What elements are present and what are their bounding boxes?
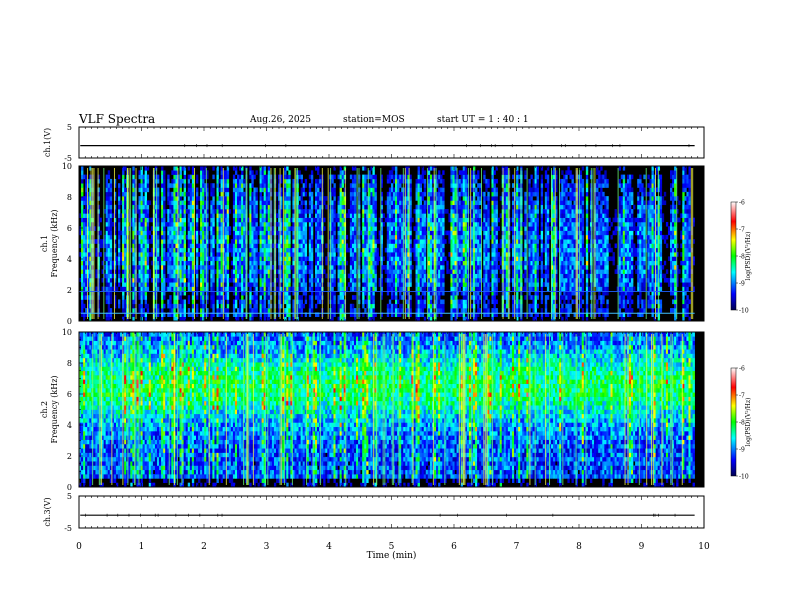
colorbar — [730, 367, 737, 477]
start-time-label: start UT = 1 : 40 : 1 — [437, 115, 529, 125]
x-tick-label: 10 — [698, 542, 710, 552]
chart-title: VLF Spectra — [79, 112, 156, 126]
y-tick-label: 10 — [62, 162, 72, 171]
colorbar-label: log(PSD)(V²/Hz) — [745, 398, 752, 447]
colorbar-tick-label: -6 — [739, 366, 745, 373]
colorbar-tick-label: -8 — [739, 254, 745, 261]
x-tick-label: 1 — [139, 542, 145, 552]
colorbar-tick-label: -9 — [739, 281, 745, 288]
x-axis-label: Time (min) — [367, 550, 417, 561]
y-axis-label: Frequency (kHz) — [50, 209, 59, 277]
colorbar-tick-label: -7 — [739, 227, 745, 234]
colorbar-tick-label: -6 — [739, 200, 745, 207]
x-tick-label: 2 — [201, 542, 207, 552]
y-tick-label: 10 — [62, 328, 72, 337]
y-tick-label: 5 — [67, 492, 72, 501]
colorbar-tick-label: -10 — [739, 308, 749, 315]
y-tick-label: 4 — [67, 255, 72, 264]
x-tick-label: 6 — [451, 542, 457, 552]
y-tick-label: 8 — [67, 193, 72, 202]
y-axis-label: ch.3(V) — [43, 497, 52, 526]
y-axis-label: ch.2 — [40, 401, 49, 418]
y-tick-label: 0 — [67, 483, 72, 492]
colorbar-tick-label: -10 — [739, 474, 749, 481]
y-tick-label: 4 — [67, 421, 72, 430]
date-label: Aug.26, 2025 — [250, 115, 311, 125]
x-tick-label: 5 — [389, 542, 395, 552]
y-tick-label: 5 — [67, 123, 72, 132]
colorbar-tick-label: -9 — [739, 447, 745, 454]
panel-frame — [78, 126, 705, 159]
y-tick-label: -5 — [64, 154, 72, 163]
y-axis-label: Frequency (kHz) — [50, 375, 59, 443]
panel-frame — [78, 495, 705, 529]
y-tick-label: 2 — [67, 286, 72, 295]
x-tick-label: 9 — [639, 542, 645, 552]
x-tick-label: 3 — [264, 542, 270, 552]
y-axis-label: ch.1(V) — [43, 128, 52, 157]
colorbar-tick-label: -8 — [739, 420, 745, 427]
spectrogram-cells — [79, 332, 695, 488]
colorbar — [730, 201, 737, 311]
colorbar-tick-label: -7 — [739, 393, 745, 400]
y-axis-label: ch.1 — [40, 235, 49, 252]
x-tick-label: 4 — [326, 542, 332, 552]
x-tick-label: 8 — [576, 542, 582, 552]
y-tick-label: 0 — [67, 317, 72, 326]
colorbar-label: log(PSD)(V²/Hz) — [745, 232, 752, 281]
y-tick-label: -5 — [64, 524, 72, 533]
x-tick-label: 0 — [76, 542, 82, 552]
y-tick-label: 8 — [67, 359, 72, 368]
station-label: station=MOS — [343, 115, 405, 125]
y-tick-label: 6 — [67, 390, 72, 399]
y-tick-label: 6 — [67, 224, 72, 233]
y-tick-label: 2 — [67, 452, 72, 461]
x-tick-label: 7 — [514, 542, 520, 552]
